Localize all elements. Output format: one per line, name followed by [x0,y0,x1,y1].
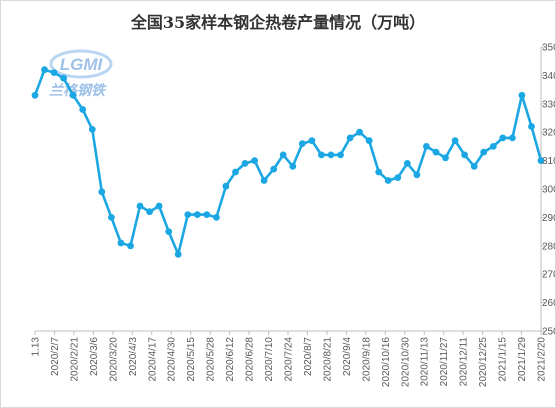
x-tick-label: 2020/4/17 [147,337,158,382]
data-point [270,165,278,173]
data-point [318,151,325,159]
x-tick-label: 2020/7/10 [264,337,275,382]
data-point [69,91,77,99]
x-tick-label: 2021/2/20 [537,337,548,382]
x-tick-label: 2020/10/16 [381,337,392,387]
data-point [127,242,134,250]
x-tick-label: 2021/1/15 [498,337,509,382]
data-point [79,106,87,113]
data-point [413,171,421,179]
data-point [289,162,297,170]
data-point [60,74,67,82]
data-point [41,66,48,74]
data-point [31,91,39,99]
svg-text:LGMI: LGMI [60,55,104,74]
data-point [88,125,96,133]
y-tick-label: 350 [542,43,555,54]
data-point [518,91,526,99]
data-point [327,151,335,159]
data-point [470,162,478,170]
data-point [337,151,344,159]
x-tick-label: 2020/12/25 [478,337,489,387]
data-point [423,143,430,150]
x-tick-label: 2020/8/7 [303,337,314,376]
x-tick-label: 2020/8/21 [322,337,333,382]
x-tick-label: 2020/3/20 [108,337,119,382]
data-point [108,214,115,221]
data-point [165,228,173,236]
x-tick-label: 2020/9/4 [342,337,353,376]
y-tick-label: 270 [542,270,555,281]
data-point [461,151,468,159]
y-tick-label: 320 [542,128,555,139]
x-tick-label: 2020/12/11 [459,337,470,387]
data-point [98,188,106,196]
series-line [33,68,543,256]
data-point [480,148,488,156]
data-point [432,148,440,156]
y-tick-label: 340 [542,71,555,82]
data-point [365,137,373,145]
data-point [251,157,258,165]
data-point [117,239,125,247]
x-tick-label: 2020/6/28 [245,337,256,382]
x-tick-label: 2020/5/28 [206,337,217,382]
data-point [528,123,535,130]
x-tick-label: 2021/1/29 [517,337,528,382]
data-point [298,140,306,148]
y-tick-label: 290 [542,213,555,224]
data-point [509,134,516,142]
x-tick-label: 2020/3/6 [89,337,100,376]
x-tick-label: 2020/11/13 [420,337,431,387]
data-point [213,214,220,221]
data-point [375,168,383,176]
data-point [279,151,287,159]
data-point [184,211,192,219]
data-point [394,174,402,182]
data-point [174,250,182,258]
y-tick-label: 280 [542,241,555,252]
x-tick-label: 2020/6/12 [225,337,236,382]
data-point [241,160,249,167]
data-point [384,177,392,184]
data-point [136,202,144,210]
data-point [489,143,497,150]
data-point [155,202,163,210]
y-tick-label: 330 [542,99,555,110]
data-point [222,182,230,190]
svg-text:兰格钢铁: 兰格钢铁 [49,82,107,99]
x-tick-label: 2020/2/21 [69,337,80,382]
data-point [308,137,316,145]
x-tick-label: 2020/5/15 [186,337,197,382]
data-point [50,69,58,76]
data-point [346,134,354,142]
data-point [403,160,411,167]
y-tick-label: 260 [542,298,555,309]
x-tick-label: 2020/2/7 [50,337,61,376]
data-point [203,211,211,219]
y-tick-label: 250 [542,327,555,338]
data-point [499,134,507,142]
y-tick-label: 310 [542,156,555,167]
chart-title: 全国35家样本钢企热卷产量情况（万吨） [130,13,426,32]
data-point [146,208,154,216]
x-tick-label: 2020/10/30 [400,337,411,387]
data-point [442,154,449,162]
x-tick-label: 2020/9/18 [361,337,372,382]
lgmi-watermark-logo: LGMI 兰格钢铁 [45,45,135,103]
data-point [193,211,201,219]
data-point [537,157,545,165]
data-point [260,177,268,184]
x-tick-label: 2020/4/3 [128,337,139,376]
data-point [451,137,459,145]
x-tick-label: 2020/7/24 [284,337,295,382]
x-tick-label: 2020/11/27 [439,337,450,387]
data-point [232,168,239,176]
data-point [356,128,363,136]
x-tick-label: 1.13 [31,337,42,357]
y-tick-label: 300 [542,185,555,196]
x-tick-label: 2020/4/30 [167,337,178,382]
